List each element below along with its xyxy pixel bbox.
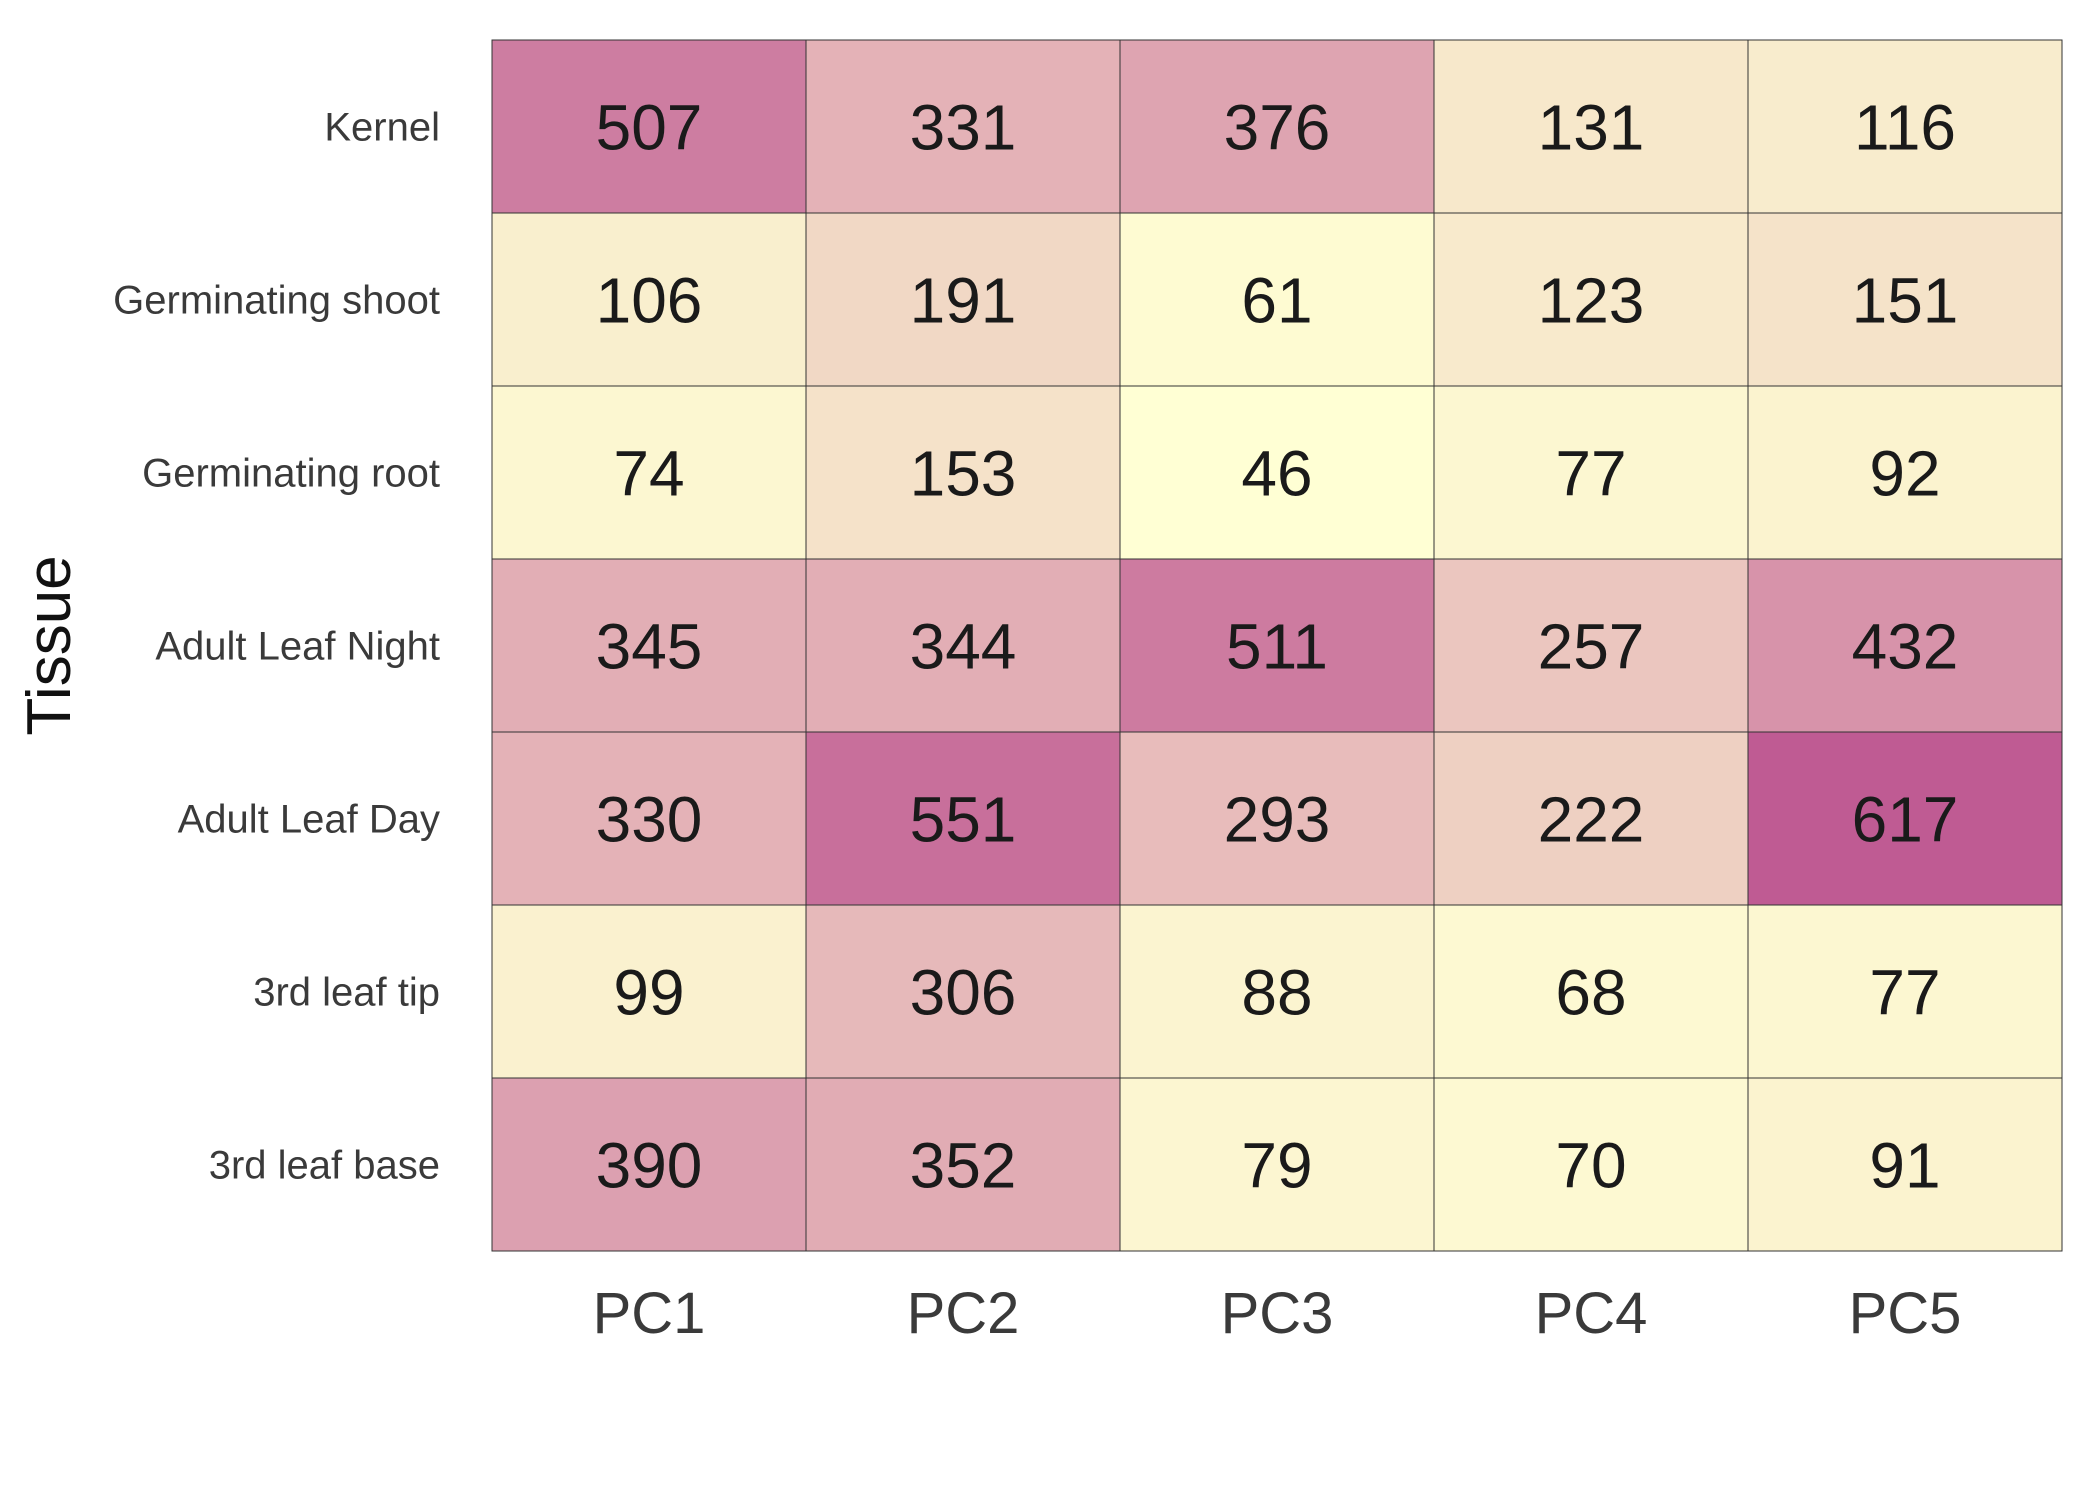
- heatmap-cell: [491, 731, 807, 906]
- cell-value-label: 344: [910, 611, 1017, 683]
- heatmap-cell: [1747, 1077, 2063, 1252]
- heatmap-cell: [491, 212, 807, 387]
- heatmap-cell: [491, 904, 807, 1079]
- cell-value-label: 352: [910, 1130, 1017, 1202]
- cell-value-label: 77: [1555, 438, 1626, 510]
- cell-value-label: 390: [596, 1130, 703, 1202]
- cell-value-label: 330: [596, 784, 703, 856]
- row-tick-label: Germinating shoot: [113, 279, 440, 323]
- heatmap-cell: [1433, 385, 1749, 560]
- heatmap-cell: [1119, 558, 1435, 733]
- heatmap-cell: [1433, 39, 1749, 214]
- cell-value-label: 61: [1241, 265, 1312, 337]
- column-tick-label: PC4: [1535, 1281, 1648, 1346]
- row-tick-label: 3rd leaf tip: [253, 971, 440, 1015]
- row-tick-label: Germinating root: [142, 452, 440, 496]
- cell-value-label: 77: [1869, 957, 1940, 1029]
- heatmap-cell: [1747, 39, 2063, 214]
- column-tick-label: PC1: [593, 1281, 706, 1346]
- cell-value-label: 153: [910, 438, 1017, 510]
- heatmap-cell: [805, 385, 1121, 560]
- cell-value-label: 376: [1224, 92, 1331, 164]
- cell-value-label: 507: [596, 92, 703, 164]
- heatmap-cell: [1747, 904, 2063, 1079]
- heatmap-cells: 507 331 376 131 116 106 191 61 123 151 74 153 46 77 92…: [491, 39, 2063, 1252]
- cell-value-label: 306: [910, 957, 1017, 1029]
- cell-value-label: 68: [1555, 957, 1626, 1029]
- cell-value-label: 99: [613, 957, 684, 1029]
- cell-value-label: 116: [1854, 92, 1956, 164]
- cell-value-label: 92: [1869, 438, 1940, 510]
- cell-value-label: 88: [1241, 957, 1312, 1029]
- cell-value-label: 91: [1869, 1130, 1940, 1202]
- cell-value-label: 551: [910, 784, 1017, 856]
- heatmap-cell: [805, 39, 1121, 214]
- heatmap-cell: [1119, 39, 1435, 214]
- heatmap-cell: [1747, 558, 2063, 733]
- heatmap-cell: [1747, 731, 2063, 906]
- y-axis-title: Tissue: [15, 555, 84, 735]
- cell-value-label: 74: [613, 438, 684, 510]
- heatmap-cell: [491, 1077, 807, 1252]
- column-labels: PC1 PC2 PC3 PC4 PC5: [593, 1281, 1962, 1346]
- heatmap-cell: [1119, 904, 1435, 1079]
- cell-value-label: 151: [1852, 265, 1959, 337]
- heatmap-cell: [1747, 212, 2063, 387]
- heatmap-cell: [491, 39, 807, 214]
- column-tick-label: PC5: [1849, 1281, 1962, 1346]
- column-tick-label: PC3: [1221, 1281, 1334, 1346]
- cell-value-label: 79: [1241, 1130, 1312, 1202]
- heatmap-cell: [1433, 1077, 1749, 1252]
- cell-value-label: 46: [1241, 438, 1312, 510]
- cell-value-label: 345: [596, 611, 703, 683]
- row-tick-label: Adult Leaf Night: [155, 625, 440, 669]
- heatmap-cell: [1119, 731, 1435, 906]
- cell-value-label: 432: [1852, 611, 1959, 683]
- cell-value-label: 222: [1538, 784, 1645, 856]
- heatmap-cell: [1433, 558, 1749, 733]
- heatmap-cell: [805, 731, 1121, 906]
- heatmap-cell: [1433, 904, 1749, 1079]
- column-tick-label: PC2: [907, 1281, 1020, 1346]
- cell-value-label: 331: [910, 92, 1017, 164]
- heatmap-cell: [1747, 385, 2063, 560]
- cell-value-label: 257: [1538, 611, 1645, 683]
- heatmap-cell: [805, 558, 1121, 733]
- row-tick-label: Adult Leaf Day: [178, 798, 440, 842]
- cell-value-label: 123: [1538, 265, 1645, 337]
- row-labels: Kernel Germinating shoot Germinating root A…: [113, 106, 440, 1188]
- cell-value-label: 131: [1538, 92, 1645, 164]
- cell-value-label: 106: [596, 265, 703, 337]
- heatmap-cell: [805, 904, 1121, 1079]
- heatmap-cell: [1119, 385, 1435, 560]
- cell-value-label: 511: [1226, 611, 1328, 683]
- cell-value-label: 293: [1224, 784, 1331, 856]
- cell-value-label: 70: [1555, 1130, 1626, 1202]
- heatmap-cell: [491, 558, 807, 733]
- row-tick-label: Kernel: [324, 106, 440, 150]
- cell-value-label: 617: [1852, 784, 1959, 856]
- row-tick-label: 3rd leaf base: [209, 1144, 440, 1188]
- heatmap-cell: [1119, 212, 1435, 387]
- heatmap-cell: [805, 212, 1121, 387]
- cell-value-label: 191: [910, 265, 1017, 337]
